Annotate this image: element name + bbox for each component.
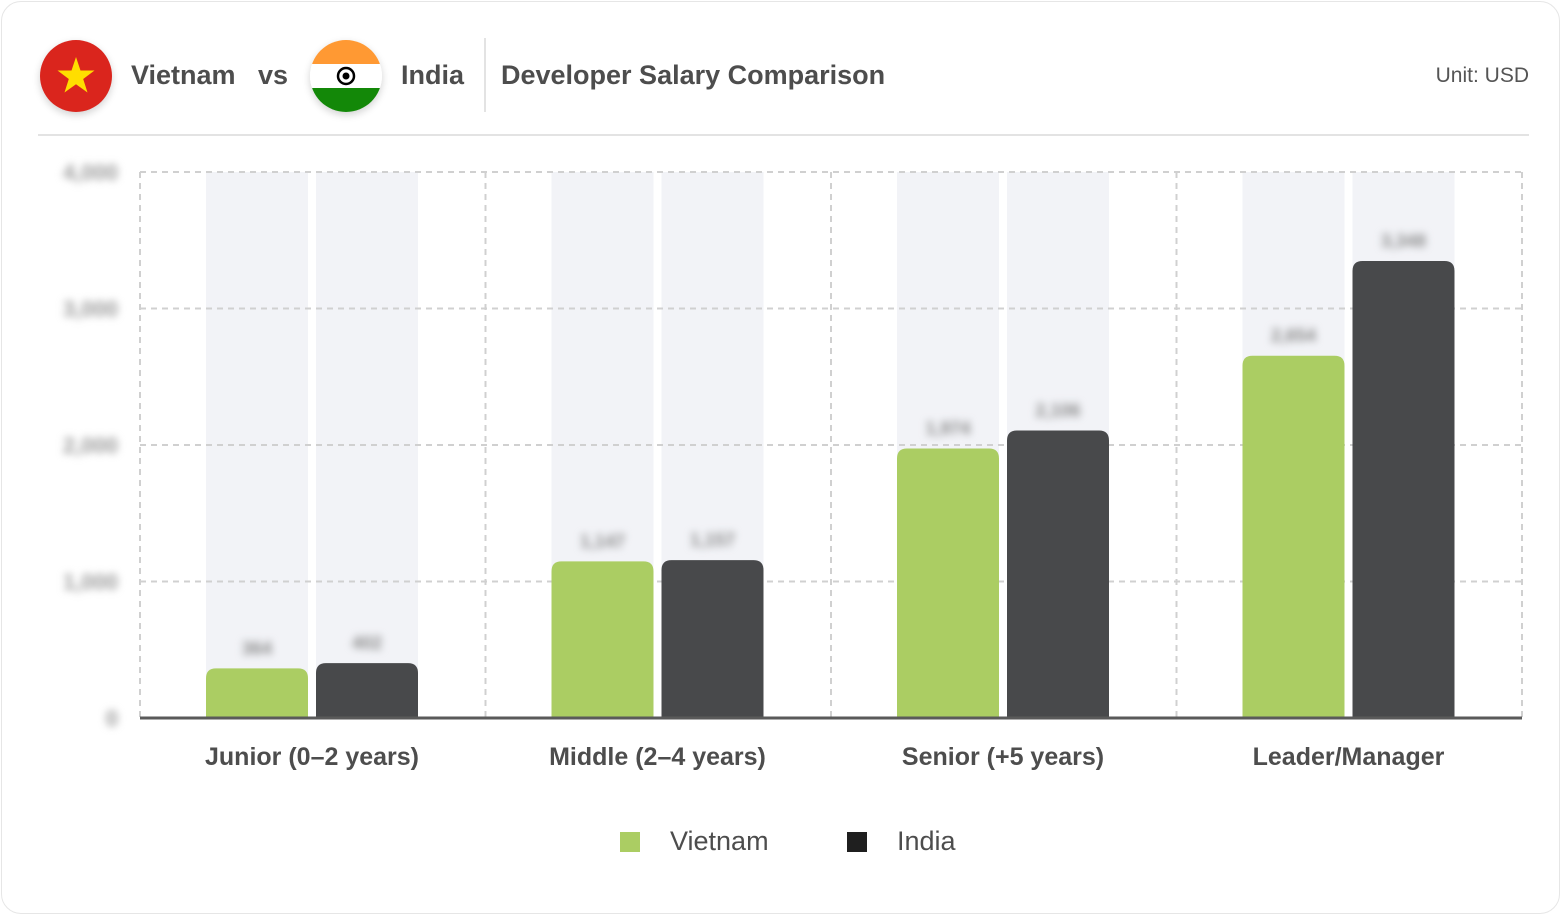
bar-vietnam: [1242, 355, 1345, 718]
bar-vietnam: [897, 448, 999, 718]
legend-swatch-india: [847, 832, 867, 852]
x-category-label: Senior (+5 years): [902, 743, 1104, 771]
y-tick-label: 3,000: [63, 297, 118, 322]
unit-label: Unit: USD: [1435, 64, 1529, 87]
country-a-label: Vietnam: [131, 60, 236, 90]
bar-value-label: 402: [352, 633, 382, 653]
y-tick-label: 4,000: [63, 160, 118, 185]
bar-india: [1352, 260, 1455, 718]
x-category-label: Middle (2–4 years): [549, 743, 766, 771]
header-separator: [38, 134, 1529, 136]
legend-label-vietnam: Vietnam: [670, 826, 769, 856]
india-flag-icon: [310, 40, 382, 112]
bar-value-label: 2,106: [1035, 401, 1080, 421]
bar-india: [661, 560, 764, 718]
y-tick-label: 2,000: [63, 433, 118, 458]
x-category-label: Junior (0–2 years): [205, 743, 419, 771]
bar-value-label: 1,974: [925, 419, 970, 439]
y-tick-label: 0: [106, 706, 118, 731]
header-divider: [484, 38, 486, 112]
bar-value-label: 1,147: [580, 531, 625, 551]
vietnam-flag-icon: [40, 40, 112, 112]
legend-swatch-vietnam: [620, 832, 640, 852]
chart-legend: Vietnam India: [0, 826, 1563, 860]
bar-vietnam: [206, 668, 308, 718]
bar-vietnam: [551, 561, 654, 718]
country-b-label: India: [401, 60, 465, 90]
bar-india: [1007, 430, 1109, 718]
bar-value-label: 1,157: [690, 530, 735, 550]
bar-value-label: 3,348: [1381, 231, 1426, 251]
chart-title: Developer Salary Comparison: [501, 60, 886, 90]
bar-india: [316, 663, 418, 718]
vs-label: vs: [258, 60, 289, 90]
y-tick-label: 1,000: [63, 570, 118, 595]
chart-header: Vietnam vs India Developer Salary Compar…: [38, 38, 1529, 114]
bar-value-label: 2,654: [1271, 326, 1316, 346]
x-category-label: Leader/Manager: [1253, 743, 1445, 771]
bar-value-label: 364: [242, 638, 272, 658]
legend-label-india: India: [897, 826, 956, 856]
